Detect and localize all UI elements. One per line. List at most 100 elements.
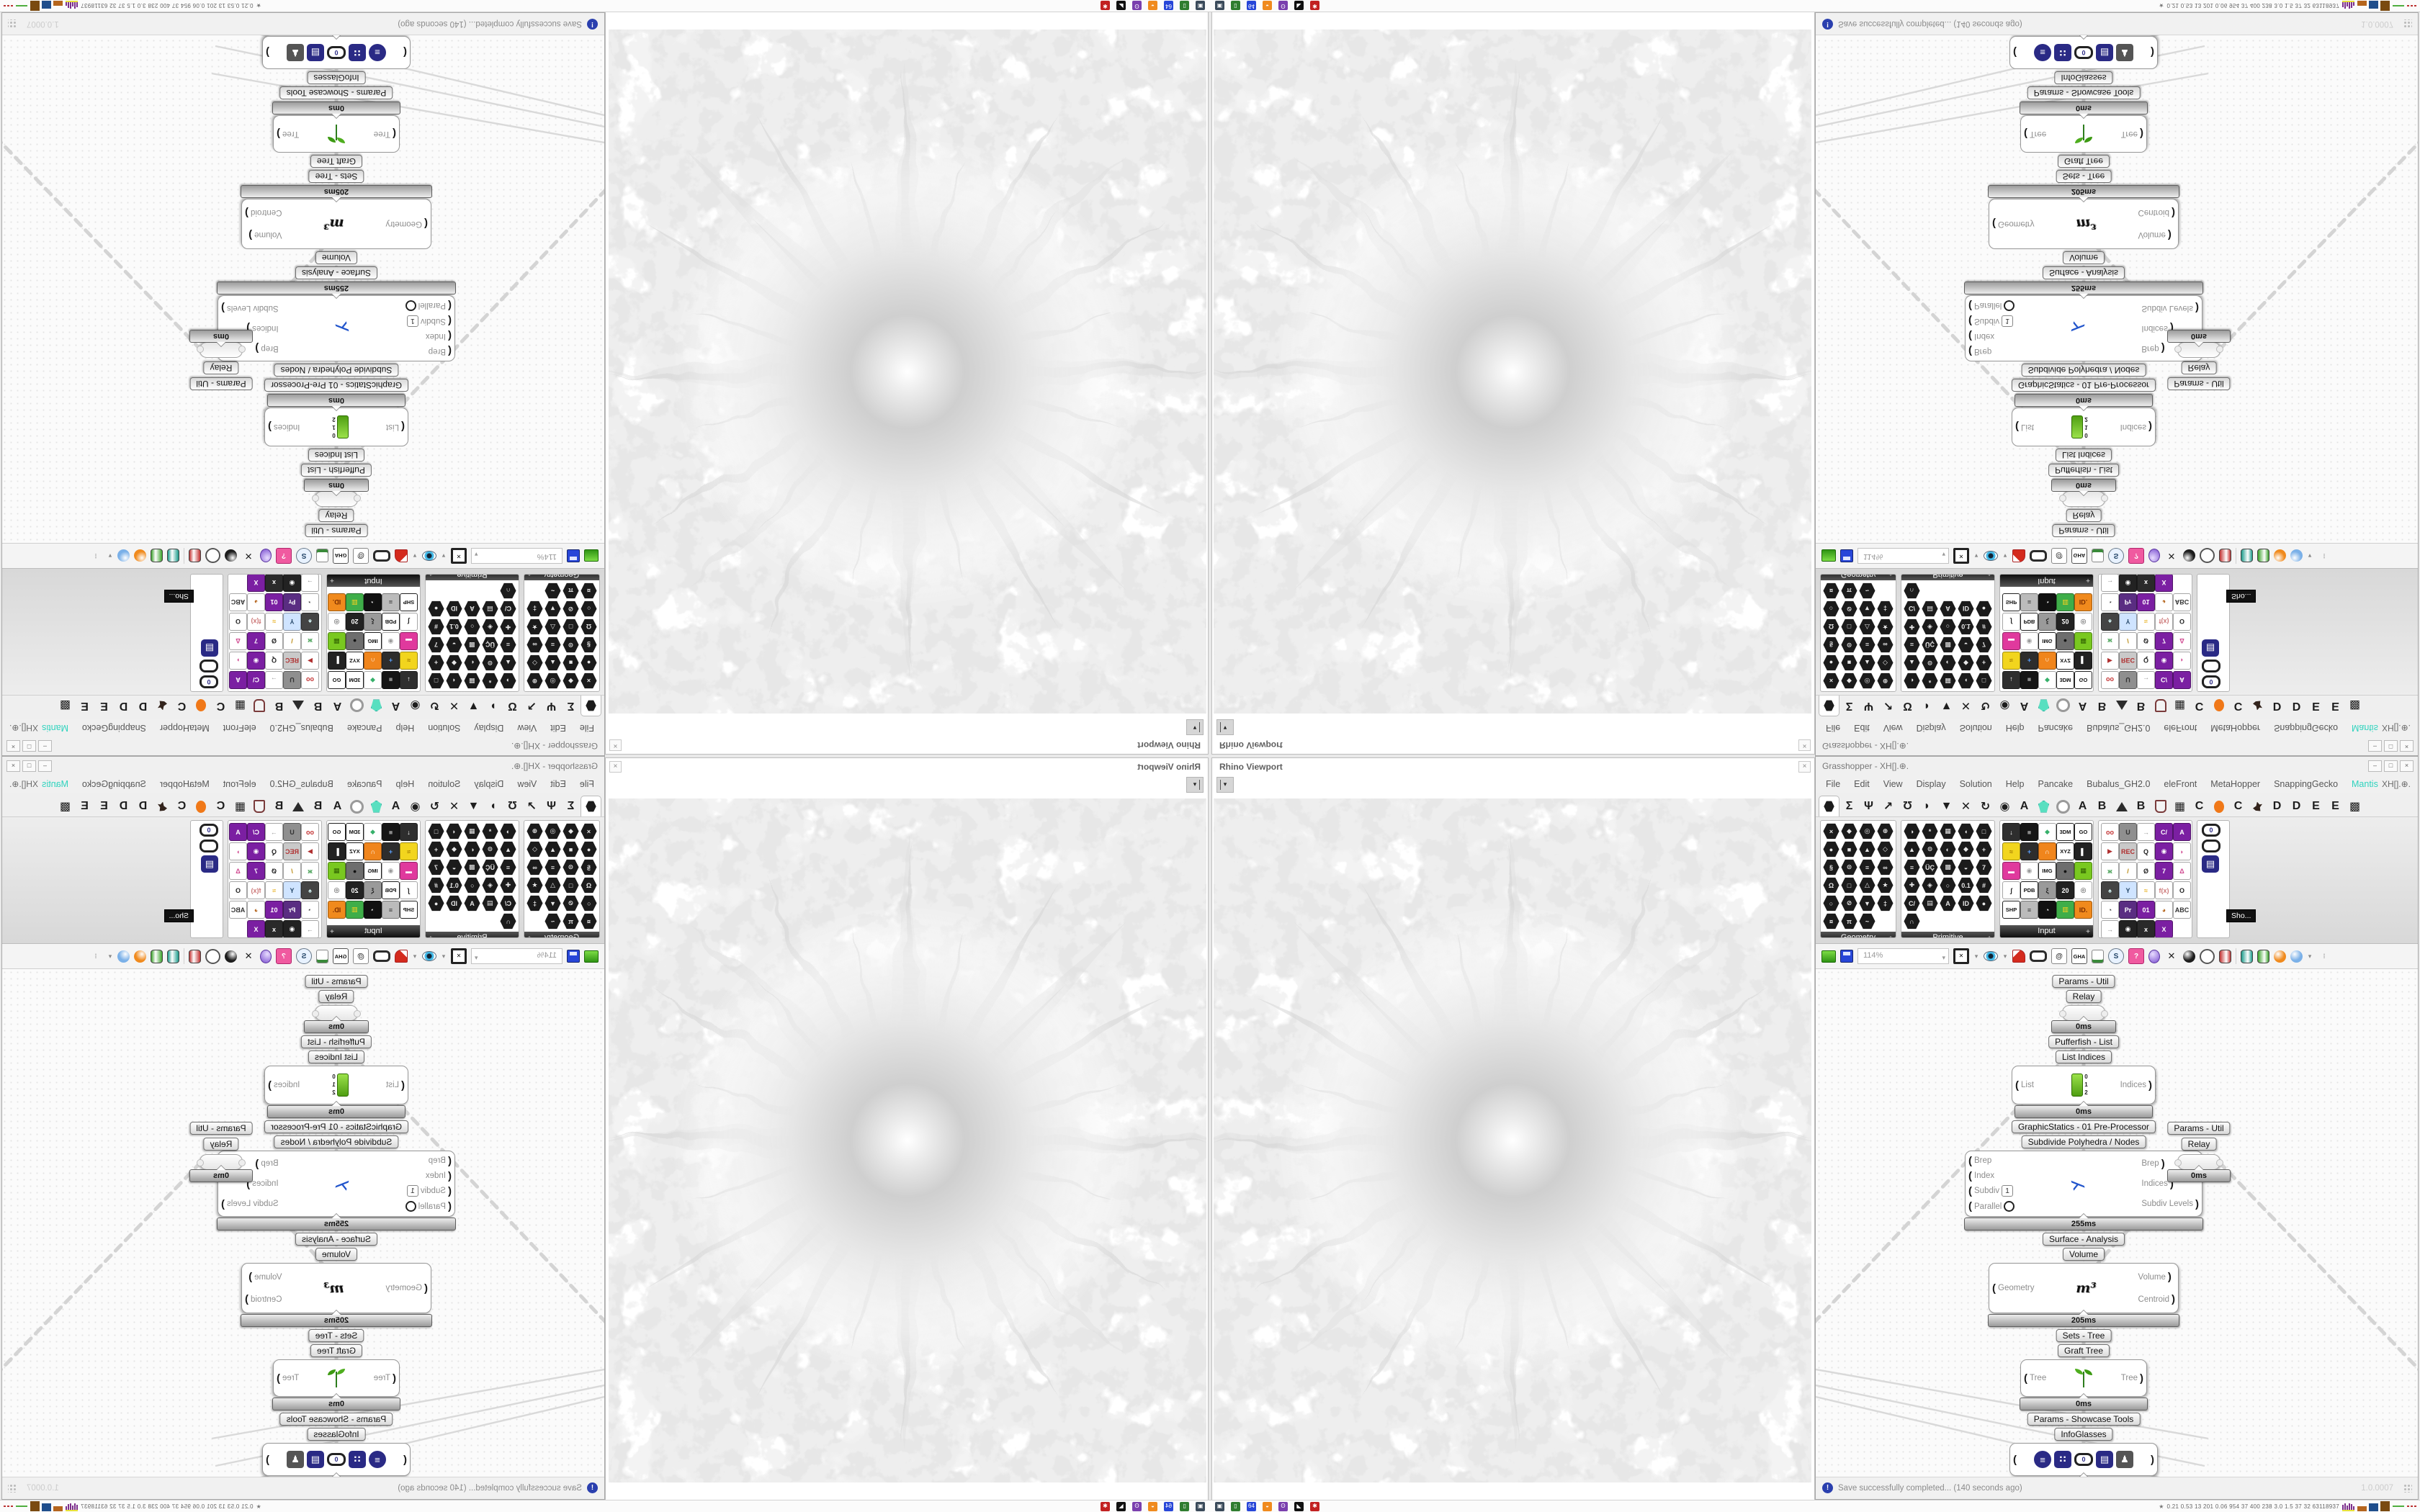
component-icon[interactable]: ~ (1859, 913, 1876, 930)
component-icon[interactable]: ⊙ (1922, 654, 1938, 671)
gh-node-label[interactable]: Params - Showcase Tools (279, 86, 393, 99)
gh-node-volume[interactable]: (Geometry m³ Volume) Centroid) (241, 1263, 431, 1313)
showcase-icon[interactable]: 0 (200, 824, 218, 837)
component-icon[interactable]: ◒ (446, 636, 462, 653)
component-icon[interactable]: ◉ (2020, 632, 2038, 650)
purple-app-icon[interactable]: ʘ (1278, 1, 1288, 11)
orange-sphere-icon[interactable] (2274, 549, 2286, 562)
wire-sphere-icon[interactable] (2200, 548, 2215, 564)
component-icon[interactable]: SHP (400, 593, 418, 611)
component-icon[interactable]: ● (346, 632, 364, 650)
dark-sphere-icon[interactable] (225, 950, 237, 963)
component-icon[interactable]: 7 (2155, 632, 2173, 650)
menu-item-metahopper[interactable]: MetaHopper (2210, 723, 2261, 734)
component-icon[interactable]: f(x) (2155, 613, 2173, 631)
minimize-button[interactable]: – (38, 740, 52, 752)
search-icon[interactable]: S (296, 948, 312, 964)
tab-plugin-a2[interactable]: A (2078, 700, 2087, 712)
component-icon[interactable]: 7 (428, 859, 444, 876)
save-file-icon[interactable] (567, 950, 580, 963)
blackwhite-app-icon[interactable]: ◣ (1116, 1, 1126, 11)
component-icon[interactable]: ★ (526, 877, 543, 894)
gh-node-label[interactable]: Pufferfish - List (2048, 1035, 2119, 1048)
tab-params[interactable] (581, 796, 601, 816)
component-icon[interactable]: / (283, 862, 301, 880)
component-icon[interactable]: § (581, 636, 597, 653)
component-icon[interactable]: * (1922, 672, 1938, 689)
tab-transform[interactable]: ↻ (1980, 699, 1991, 711)
red-cylinder-icon[interactable] (2219, 949, 2231, 963)
component-icon[interactable]: ▩ (1940, 859, 1956, 876)
showcase-icon[interactable] (2202, 660, 2220, 672)
component-icon[interactable]: ≡ (500, 636, 516, 653)
component-icon[interactable]: GO (2074, 671, 2092, 689)
component-icon[interactable]: PDB (382, 613, 400, 631)
component-icon[interactable]: ▼ (544, 600, 561, 617)
component-icon[interactable]: Y (283, 613, 301, 631)
titlebar[interactable]: Grasshopper - XH[].⊕. – □ × (1816, 737, 2418, 755)
component-icon[interactable]: oo (2101, 823, 2119, 841)
gh-node-label[interactable]: Relay (318, 990, 354, 1003)
screenshot-app-icon[interactable]: ▣ (1196, 1, 1205, 11)
component-icon[interactable]: ◎ (544, 823, 561, 840)
gh-node-label[interactable]: Params - Util (2167, 1122, 2231, 1135)
tab-intersect[interactable]: ✕ (449, 801, 460, 813)
component-icon[interactable]: ▥ (2056, 593, 2074, 611)
firefox-app-icon[interactable]: ◒ (1263, 1501, 1272, 1511)
menu-item-view[interactable]: View (517, 778, 537, 789)
component-icon[interactable]: ⊘ (563, 600, 579, 617)
minimize-button[interactable]: – (2368, 760, 2382, 772)
tab-plugin-b1[interactable]: B (2097, 800, 2107, 812)
component-icon[interactable]: ∫ (2002, 881, 2020, 899)
menu-item-mantis[interactable]: Mantis (42, 723, 68, 734)
search-icon[interactable]: S (2108, 948, 2124, 964)
component-icon[interactable]: ≈ (400, 652, 418, 670)
component-icon[interactable]: XYZ (2056, 842, 2074, 860)
menu-item-help[interactable]: Help (2005, 778, 2025, 789)
zoom-extents-icon[interactable]: ✕ (451, 548, 467, 564)
component-icon[interactable]: ■ (563, 841, 579, 858)
gh-node-label[interactable]: List Indices (2055, 1050, 2112, 1063)
tab-plugin-gem[interactable] (367, 796, 386, 816)
component-icon[interactable]: oo (301, 823, 319, 841)
component-icon[interactable]: GO (328, 671, 346, 689)
tab-plugin-d1[interactable]: D (2272, 700, 2282, 712)
component-icon[interactable]: ◔ (301, 593, 319, 611)
component-icon[interactable]: Y (283, 881, 301, 899)
component-icon[interactable]: 01 (2137, 901, 2155, 919)
titlebar[interactable]: Grasshopper - XH[].⊕. – □ × (1816, 757, 2418, 775)
tab-plugin-d1[interactable]: D (2272, 800, 2282, 812)
component-icon[interactable]: ⊙ (1841, 859, 1857, 876)
gh-node-graft[interactable]: (Tree Tree) (2020, 115, 2147, 153)
tab-plugin-e1[interactable]: E (2312, 700, 2320, 712)
goggles-icon[interactable] (373, 550, 390, 562)
component-icon[interactable]: / (2119, 862, 2137, 880)
component-icon[interactable]: 7 (247, 862, 265, 880)
showcase-icon[interactable]: ▤ (201, 855, 218, 873)
component-icon[interactable]: ◇ (526, 654, 543, 671)
component-icon[interactable]: C/ (500, 600, 516, 617)
component-icon[interactable]: ID (446, 895, 462, 912)
toolbar-grip-icon[interactable]: ⁞ (2323, 552, 2326, 559)
menu-item-metahopper[interactable]: MetaHopper (159, 723, 210, 734)
component-icon[interactable]: ◉ (2119, 574, 2137, 592)
component-icon[interactable]: ≡ (382, 593, 400, 611)
gh-node-label[interactable]: Volume (2062, 251, 2105, 264)
component-icon[interactable]: Ø (265, 632, 283, 650)
component-icon[interactable]: △ (1859, 618, 1876, 635)
component-icon[interactable]: × (581, 823, 597, 840)
gh-node-volume[interactable]: (Geometry m³ Volume) Centroid) (1989, 1263, 2179, 1313)
close-button[interactable]: × (6, 740, 20, 752)
component-icon[interactable]: ▦ (464, 672, 480, 689)
component-icon[interactable]: 7 (1976, 636, 1992, 653)
component-icon[interactable]: ↓ (400, 823, 418, 841)
gh-node-label[interactable]: Subdivide Polyhedra / Nodes (2021, 364, 2146, 377)
panel-label[interactable]: Input + (327, 575, 420, 587)
tab-vector[interactable]: ↗ (1883, 699, 1894, 711)
gh-node-label[interactable]: Sets - Tree (2056, 170, 2112, 183)
component-icon[interactable]: ◒ (1958, 636, 1974, 653)
tab-plugin-e2[interactable]: E (81, 800, 89, 812)
gh-node-label[interactable]: Params - Util (2052, 524, 2115, 537)
sketch-icon[interactable] (395, 549, 408, 562)
showcase-icon[interactable]: 0 (200, 675, 218, 688)
